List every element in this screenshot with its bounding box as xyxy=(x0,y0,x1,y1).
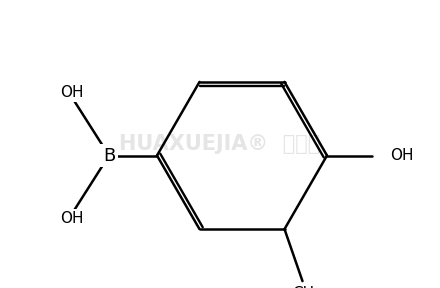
Text: CH₃: CH₃ xyxy=(293,286,321,288)
Text: OH: OH xyxy=(390,148,414,163)
Text: B: B xyxy=(103,147,115,164)
Text: OH: OH xyxy=(60,211,84,226)
Text: HUAXUEJIA®  化学加: HUAXUEJIA® 化学加 xyxy=(119,134,321,154)
Text: OH: OH xyxy=(60,85,84,100)
